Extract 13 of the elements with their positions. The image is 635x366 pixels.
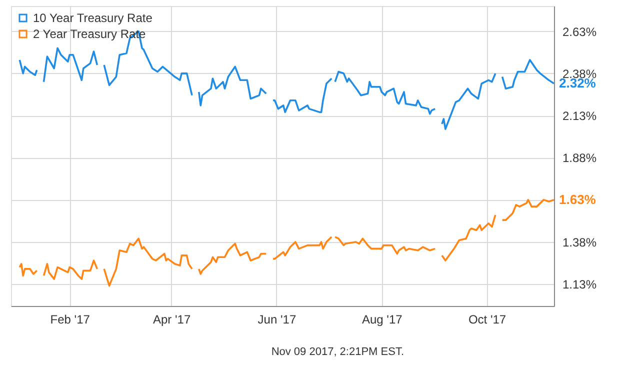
y-tick-label: 2.13% xyxy=(562,109,597,124)
legend-label: 10 Year Treasury Rate xyxy=(33,11,153,25)
x-tick-label: Oct '17 xyxy=(468,312,506,326)
x-tick-label: Apr '17 xyxy=(152,312,191,326)
y-tick-label: 2.63% xyxy=(562,24,597,39)
x-tick-label: Aug '17 xyxy=(362,312,403,326)
x-tick-label: Jun '17 xyxy=(258,312,296,326)
annotation: 1.63% xyxy=(559,192,596,207)
y-tick-label: 1.88% xyxy=(562,151,597,166)
y-tick-label: 1.38% xyxy=(562,235,597,250)
text: Nov 09 2017, 2:21PM EST. xyxy=(271,346,404,358)
y-tick-label: 1.13% xyxy=(562,278,597,292)
x-tick-label: Feb '17 xyxy=(50,312,90,326)
